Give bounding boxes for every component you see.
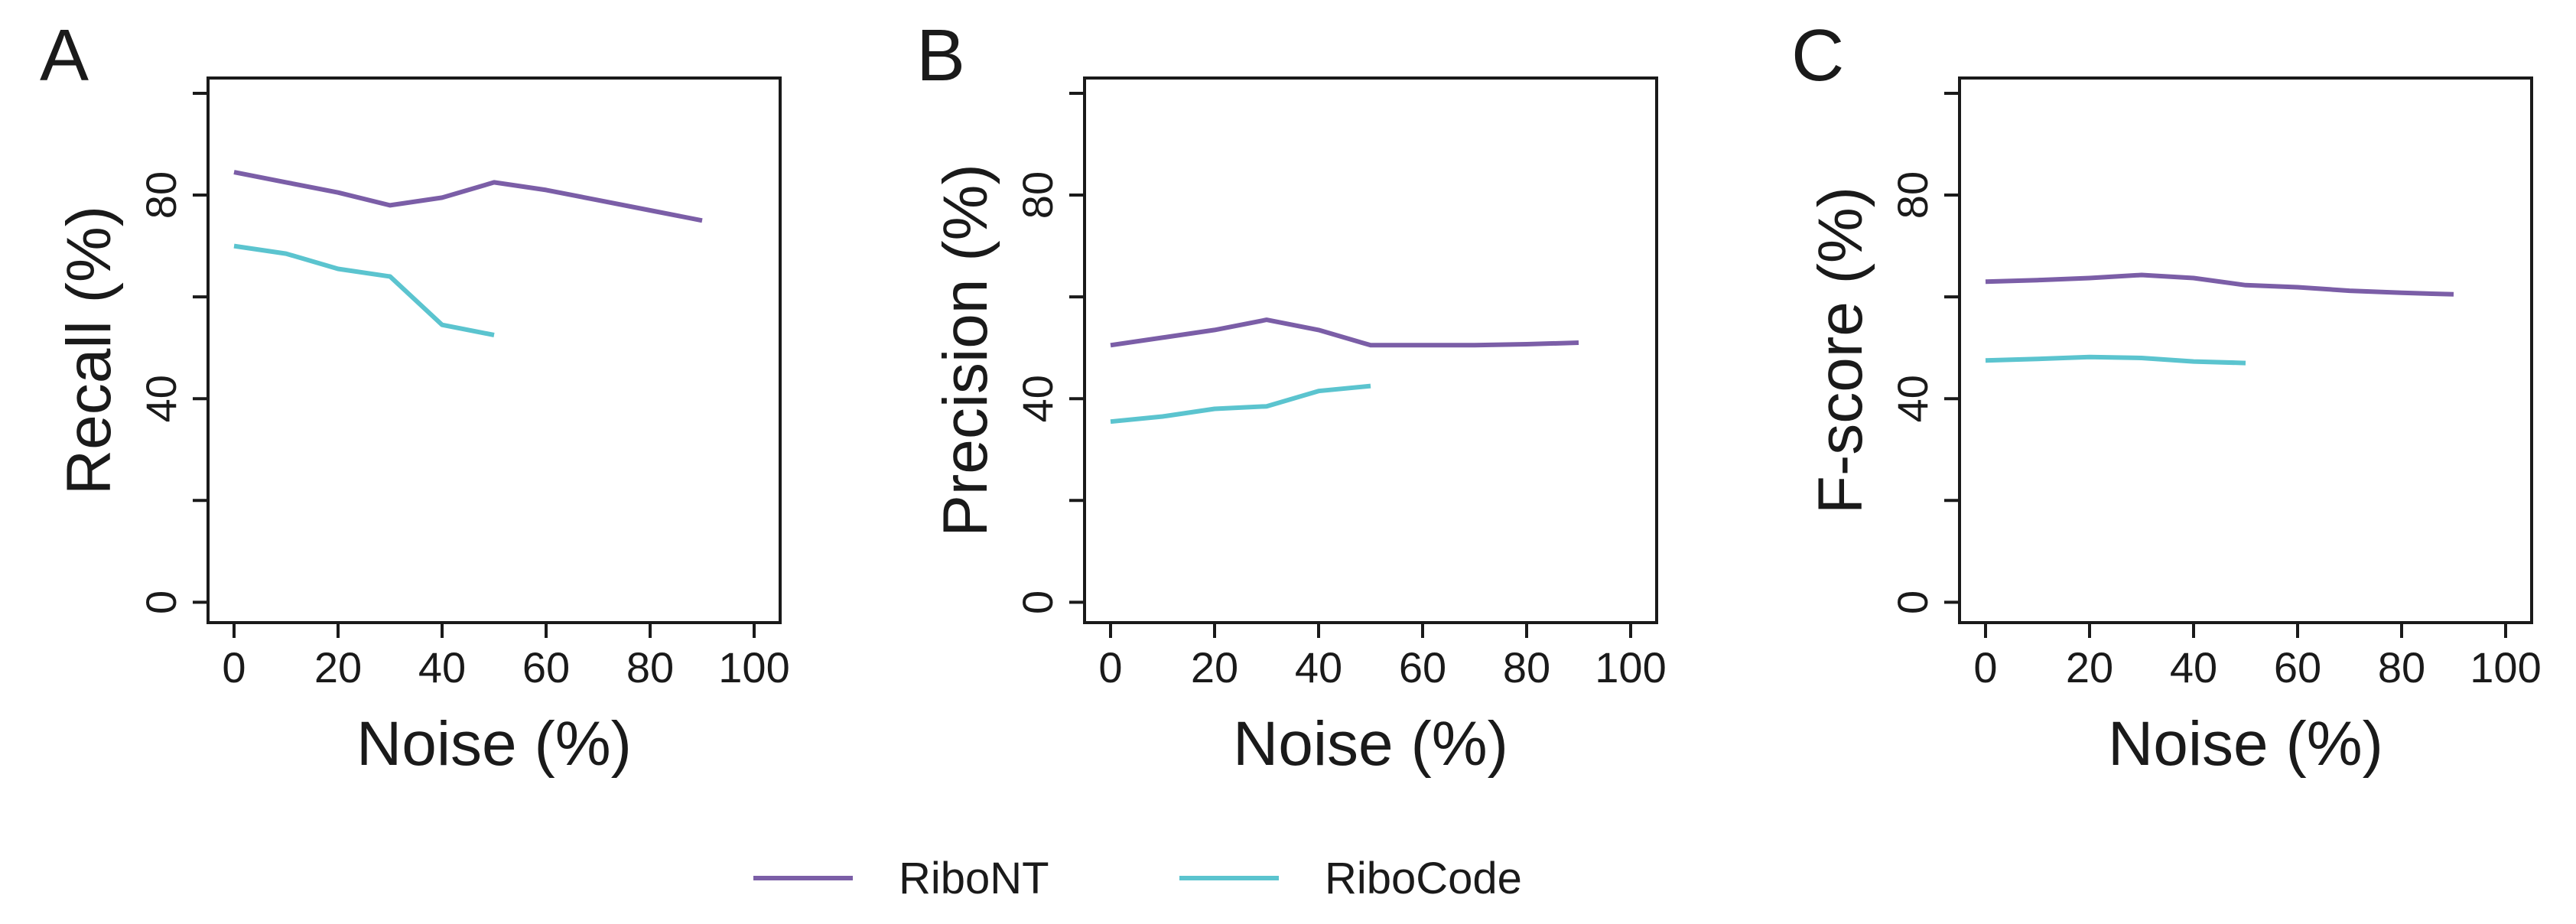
x-tick-label: 20 [2066,643,2113,691]
series-line-ribocode [1985,354,2246,366]
legend-label: RiboNT [899,854,1049,903]
panel-c: C 0 20 40 60 80 100 0 40 80 Noise (%) F-score (%) [1791,15,2542,779]
y-axis-title: Precision (%) [931,164,1000,537]
x-tick-label: 60 [2274,643,2321,691]
y-axis-title: Recall (%) [54,206,124,495]
y-tick-label: 0 [1013,591,1062,614]
panel-b: B 0 20 40 60 80 100 0 40 80 Noise (%) Precision (%) [916,15,1667,779]
x-tick-label: 40 [418,643,466,691]
plot-frame [1083,76,1658,624]
y-tick-label: 80 [1013,171,1062,219]
x-tick-label: 0 [1973,643,1997,691]
panel-label: C [1791,15,1844,96]
panel-label: B [916,15,965,96]
plot-frame [207,76,782,624]
y-tick-label: 40 [137,375,185,422]
legend-label: RiboCode [1325,854,1522,903]
x-tick-label: 40 [1295,643,1342,691]
series-line-ribont [1110,317,1579,348]
plot-frame [1958,76,2533,624]
x-axis-title: Noise (%) [1233,709,1508,779]
panel-label: A [40,15,89,96]
x-tick-label: 100 [2470,643,2541,691]
panel-a: A 0 20 40 60 80 100 0 40 80 Noise (%) Recall (%) [40,15,790,779]
legend-item-ribocode: RiboCode [1179,854,1522,903]
x-tick-label: 80 [626,643,674,691]
x-tick-label: 20 [1191,643,1238,691]
x-tick-label: 60 [1399,643,1446,691]
legend: RiboNT RiboCode [753,854,1522,903]
x-axis-title: Noise (%) [356,709,632,779]
x-tick-label: 20 [314,643,362,691]
x-tick-label: 0 [1098,643,1122,691]
x-tick-label: 100 [1595,643,1666,691]
y-tick-label: 40 [1888,375,1937,422]
x-tick-label: 40 [2170,643,2217,691]
chart-panels: A 0 20 40 60 80 100 0 40 80 Noise (%) Recall (%) B 0 2… [40,15,2542,779]
series-line-ribocode [233,243,495,337]
y-tick-label: 80 [1888,171,1937,219]
series-line-ribocode [1110,383,1371,425]
x-tick-label: 60 [522,643,570,691]
y-axis-title: F-score (%) [1806,187,1875,514]
y-tick-label: 0 [137,591,185,614]
x-axis-title: Noise (%) [2108,709,2383,779]
x-tick-label: 0 [222,643,246,691]
series-line-ribont [1985,272,2454,297]
x-tick-label: 100 [718,643,789,691]
legend-item-ribont: RiboNT [753,854,1049,903]
y-tick-label: 80 [137,171,185,219]
y-tick-label: 40 [1013,375,1062,422]
x-tick-label: 80 [2378,643,2425,691]
series-line-ribont [233,170,703,223]
y-tick-label: 0 [1888,591,1937,614]
x-tick-label: 80 [1503,643,1550,691]
